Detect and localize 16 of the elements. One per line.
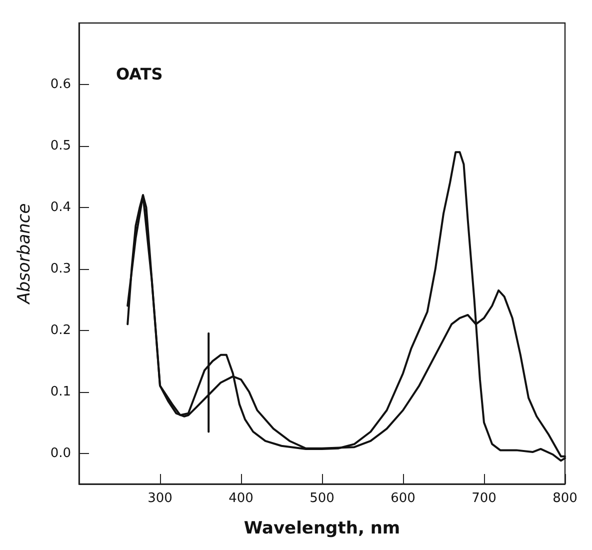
x-tick-label: 300 xyxy=(148,491,172,506)
x-tick-label: 800 xyxy=(552,491,578,506)
x-tick-label: 600 xyxy=(390,491,416,506)
x-tick-label: 700 xyxy=(472,491,496,506)
x-axis-title: Wavelength, nm xyxy=(244,518,400,538)
y-tick-label: 0.6 xyxy=(50,76,71,92)
annotation: OATS xyxy=(116,64,163,84)
y-tick-label: 0.4 xyxy=(50,200,71,215)
y-tick-label: 0.3 xyxy=(50,261,71,276)
x-tick-label: 500 xyxy=(310,491,334,506)
x-tick-label: 400 xyxy=(228,491,254,506)
y-tick-label: 0.5 xyxy=(50,138,71,154)
y-axis-title: Absorbance xyxy=(14,203,34,305)
y-tick-label: 0.0 xyxy=(50,446,71,461)
y-tick-label: 0.2 xyxy=(50,322,71,338)
y-tick-label: 0.1 xyxy=(50,384,71,400)
